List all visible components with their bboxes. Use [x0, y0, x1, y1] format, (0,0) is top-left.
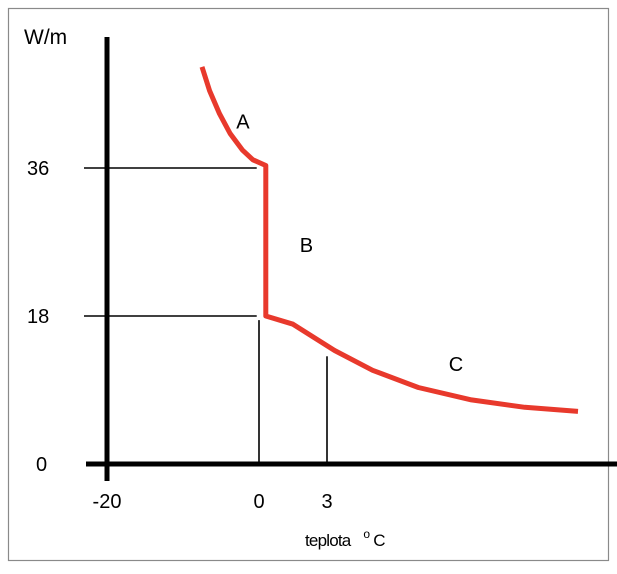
y-axis-label: W/m — [24, 26, 67, 49]
x-axis-label-name: teplota — [305, 531, 352, 550]
x-tick-label-3: 3 — [321, 491, 332, 513]
y-tick-labels: 0 18 36 — [27, 158, 49, 476]
series-line-0 — [199, 66, 579, 414]
x-axis-label-unit: C — [373, 531, 385, 550]
segment-label-a: A — [236, 112, 250, 134]
reference-lines — [84, 167, 328, 464]
y-tick-label-18: 18 — [27, 306, 49, 328]
segment-labels: A B C — [236, 112, 463, 377]
x-tick-label-minus20: -20 — [93, 491, 122, 513]
segment-label-c: C — [449, 354, 463, 376]
y-tick-label-0: 0 — [36, 454, 47, 476]
series-layer — [199, 66, 579, 414]
x-axis-label: teplota o C — [305, 523, 385, 550]
x-tick-label-0: 0 — [253, 491, 264, 513]
chart-frame — [7, 7, 610, 562]
x-tick-labels: -20 0 3 — [93, 491, 333, 513]
x-axis-label-degree: o — [363, 527, 370, 541]
y-tick-label-36: 36 — [27, 158, 49, 180]
segment-label-b: B — [300, 235, 313, 257]
